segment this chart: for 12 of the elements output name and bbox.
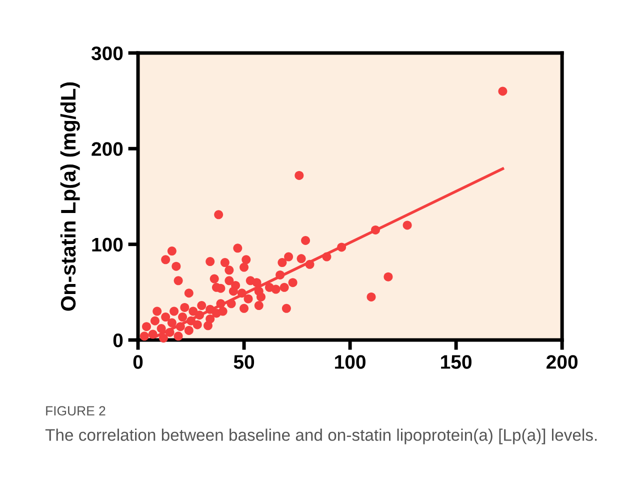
- x-tick-label: 50: [234, 355, 254, 369]
- y-tick-label: 300: [91, 46, 123, 60]
- caption: FIGURE 2: [46, 406, 106, 416]
- y-tick-label: 100: [92, 238, 123, 252]
- x-tick-label: 0: [133, 355, 143, 369]
- x-tick-label: 150: [441, 355, 472, 369]
- y-axis-title: On-statin Lp(a) (mg/dL): [60, 82, 80, 311]
- y-tick-label: 0: [113, 333, 123, 348]
- y-tick-label: 200: [92, 142, 123, 156]
- x-tick-label: 200: [546, 355, 578, 369]
- x-tick-label: 100: [335, 355, 366, 369]
- text: The correlation between baseline and on-statin lipoprotein(a) [Lp(a)] levels.: [45, 428, 597, 444]
